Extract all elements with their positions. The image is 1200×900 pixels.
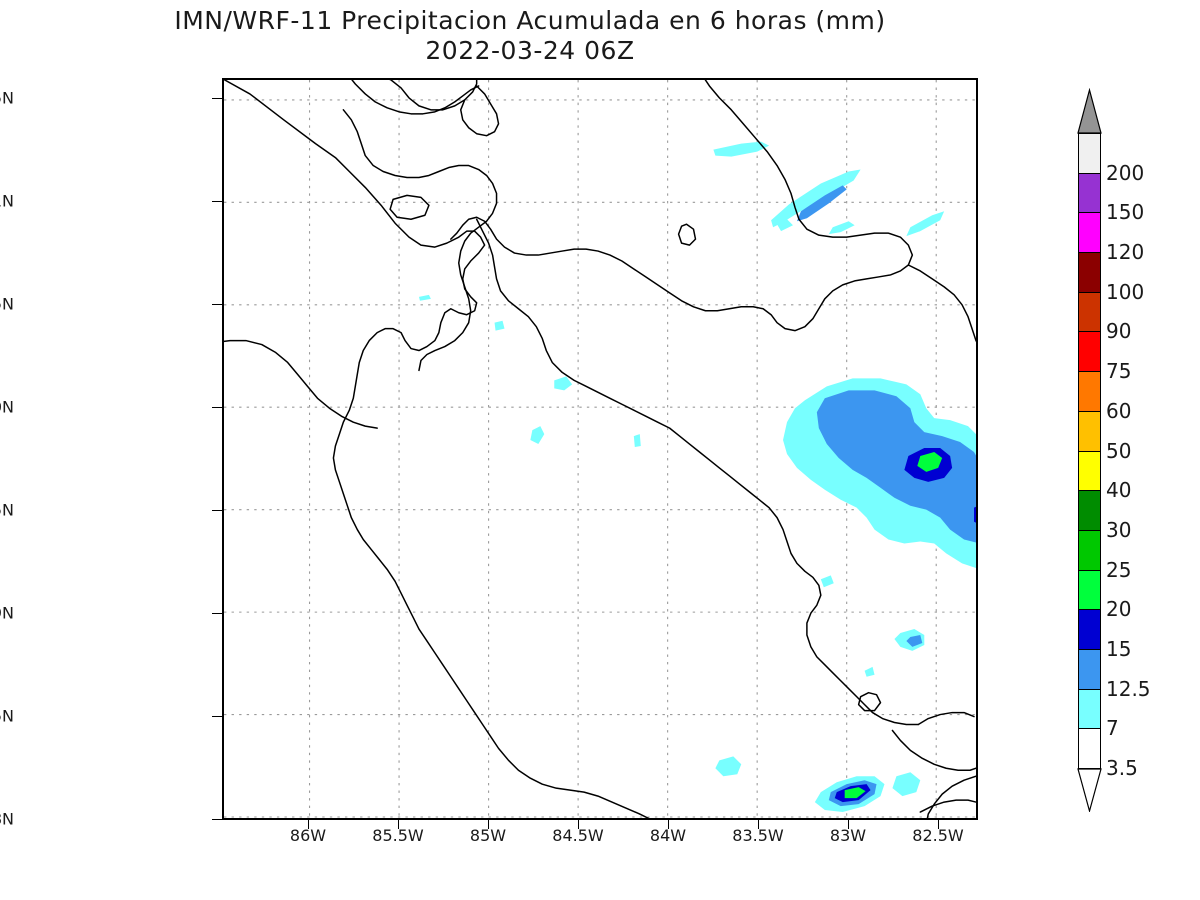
x-tick-label: 84W [649, 826, 687, 845]
x-tick-label: 82.5W [912, 826, 964, 845]
chart-title-block: IMN/WRF-11 Precipitacion Acumulada en 6 … [0, 6, 1060, 66]
map-gridlines [224, 80, 976, 818]
precipitation-map [224, 80, 976, 818]
colorbar-tick-label: 150 [1106, 200, 1145, 225]
y-tick-mark [212, 304, 222, 305]
colorbar-band [1078, 529, 1101, 571]
colorbar-tick-label: 120 [1106, 240, 1145, 265]
precipitation-colorbar-legend [1077, 88, 1102, 812]
colorbar-band [1078, 212, 1101, 254]
colorbar-tick-label: 30 [1106, 517, 1132, 542]
colorbar-tick-label: 20 [1106, 597, 1132, 622]
colorbar-band [1078, 569, 1101, 611]
x-tick-label: 84.5W [552, 826, 604, 845]
chart-subtitle: 2022-03-24 06Z [425, 36, 635, 65]
x-tick-label: 83W [829, 826, 867, 845]
precip-northeast-streaks [713, 141, 945, 237]
colorbar-tick-label: 60 [1106, 398, 1132, 423]
colorbar-over-arrow-icon [1077, 88, 1102, 134]
x-tick-mark [668, 820, 669, 829]
colorbar-band [1078, 490, 1101, 532]
precip-southern-cell [814, 772, 921, 813]
y-tick-mark [212, 510, 222, 511]
y-tick-label: 10.5N [0, 294, 14, 314]
colorbar-band [1078, 331, 1101, 373]
colorbar-band [1078, 450, 1101, 492]
y-tick-mark [212, 819, 222, 820]
y-tick-mark [212, 201, 222, 202]
colorbar-band [1078, 410, 1101, 452]
y-tick-label: 8N [0, 809, 14, 829]
colorbar-band [1078, 728, 1101, 770]
y-tick-mark [212, 716, 222, 717]
colorbar-tick-label: 7 [1106, 716, 1119, 741]
colorbar-band [1078, 688, 1101, 730]
x-tick-mark [308, 820, 309, 829]
colorbar-tick-label: 200 [1106, 160, 1145, 185]
x-tick-mark [848, 820, 849, 829]
colorbar-band [1078, 371, 1101, 412]
coastline [224, 80, 976, 818]
colorbar-tick-label: 25 [1106, 557, 1132, 582]
precip-scattered-cells [418, 294, 925, 777]
colorbar-band [1078, 252, 1101, 293]
colorbar-tick-label: 75 [1106, 359, 1132, 384]
precip-main-cluster [783, 378, 976, 569]
x-tick-label: 86W [289, 826, 327, 845]
x-tick-label: 85.5W [372, 826, 424, 845]
x-tick-mark [578, 820, 579, 829]
y-tick-label: 9N [0, 603, 14, 623]
colorbar-tick-label: 90 [1106, 319, 1132, 344]
y-tick-mark [212, 407, 222, 408]
colorbar-under-arrow-icon [1077, 768, 1102, 812]
x-tick-mark [488, 820, 489, 829]
y-tick-label: 9.5N [0, 500, 14, 520]
x-tick-mark [758, 820, 759, 829]
colorbar-tick-label: 15 [1106, 636, 1132, 661]
colorbar-tick-label: 50 [1106, 438, 1132, 463]
x-tick-mark [398, 820, 399, 829]
x-tick-label: 85W [469, 826, 507, 845]
colorbar-band [1078, 609, 1101, 651]
colorbar-band [1078, 172, 1101, 214]
colorbar-band [1078, 291, 1101, 333]
colorbar-band [1078, 133, 1101, 174]
y-tick-label: 11N [0, 191, 14, 211]
page-title: IMN/WRF-11 Precipitacion Acumulada en 6 … [174, 6, 886, 35]
colorbar-tick-label: 100 [1106, 279, 1145, 304]
map-plot-area [222, 78, 978, 820]
y-tick-mark [212, 98, 222, 99]
y-tick-mark [212, 613, 222, 614]
x-tick-label: 83.5W [732, 826, 784, 845]
colorbar-band [1078, 648, 1101, 690]
y-tick-label: 8.5N [0, 706, 14, 726]
x-tick-mark [938, 820, 939, 829]
colorbar-tick-label: 12.5 [1106, 676, 1151, 701]
y-tick-label: 11.5N [0, 88, 14, 108]
colorbar-tick-label: 40 [1106, 478, 1132, 503]
colorbar-tick-label: 3.5 [1106, 756, 1138, 780]
y-tick-label: 10N [0, 397, 14, 417]
